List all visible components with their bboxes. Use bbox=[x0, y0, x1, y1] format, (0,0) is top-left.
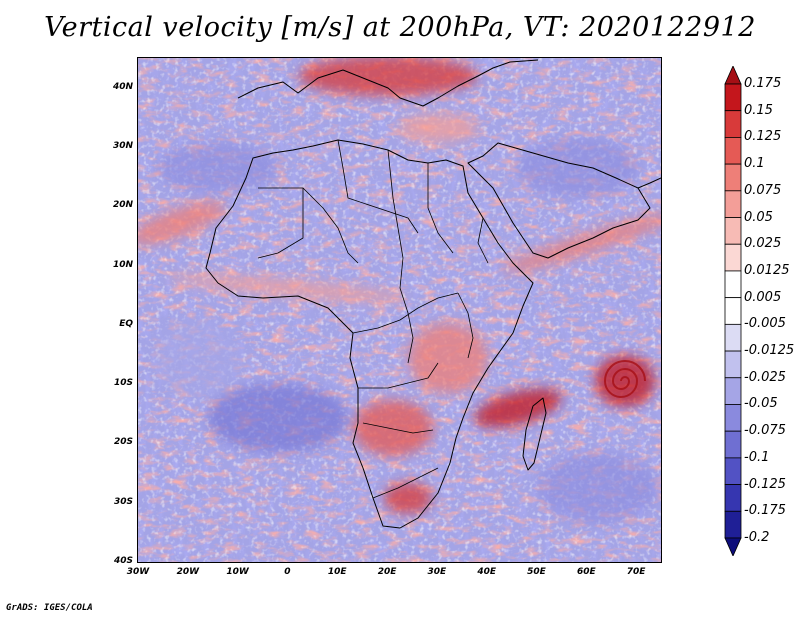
lon-tick-label: 20W bbox=[176, 567, 200, 577]
colorbar-level-label: 0.075 bbox=[744, 182, 782, 198]
colorbar-segment bbox=[724, 110, 742, 138]
colorbar-segment bbox=[724, 243, 742, 272]
lon-tick-label: 30E bbox=[427, 567, 447, 577]
map-panel bbox=[137, 57, 662, 563]
colorbar-segment bbox=[724, 430, 742, 459]
lon-tick-label: 10E bbox=[327, 567, 347, 577]
colorbar-level-label: -0.175 bbox=[744, 503, 786, 519]
colorbar-level-label: 0.15 bbox=[744, 102, 773, 118]
africa-coastline bbox=[205, 139, 534, 529]
colorbar-segment bbox=[724, 537, 742, 556]
colorbar-level-label: -0.0125 bbox=[744, 343, 795, 359]
colorbar-segment bbox=[724, 217, 742, 245]
colorbar-segment bbox=[724, 323, 742, 352]
madagascar-coastline bbox=[522, 397, 547, 471]
colorbar-level-label: -0.1 bbox=[744, 449, 770, 465]
lat-tick-label: 40N bbox=[112, 81, 133, 92]
colorbar-level-label: 0.1 bbox=[744, 156, 765, 172]
colorbar-segment bbox=[724, 457, 742, 485]
colorbar-level-label: -0.2 bbox=[744, 530, 770, 545]
lon-tick-label: 30W bbox=[126, 567, 150, 577]
colorbar-segment bbox=[724, 484, 742, 512]
colorbar-segment bbox=[724, 297, 742, 325]
coastlines-and-borders bbox=[205, 59, 661, 529]
lon-tick-label: 40E bbox=[477, 567, 496, 577]
lon-tick-label: 50E bbox=[527, 567, 546, 577]
lat-tick-label: 30S bbox=[113, 496, 133, 507]
india-coastline bbox=[637, 177, 661, 189]
colorbar-level-label: 0.0125 bbox=[744, 262, 790, 278]
colorbar-segment bbox=[724, 66, 742, 85]
lon-tick-label: 10W bbox=[226, 567, 249, 577]
strong-ascent-regions bbox=[138, 58, 661, 514]
colorbar-segment bbox=[724, 137, 742, 165]
credit-text: GrADS: IGES/COLA bbox=[6, 603, 93, 613]
colorbar-level-label: -0.125 bbox=[744, 476, 786, 492]
colorbar-level-label: 0.125 bbox=[744, 129, 782, 145]
lat-tick-label: 10N bbox=[112, 259, 133, 270]
lat-tick-label: 10S bbox=[113, 378, 133, 389]
lon-tick-label: 70E bbox=[626, 567, 646, 577]
lon-tick-label: 20E bbox=[377, 567, 397, 577]
lat-tick-label: EQ bbox=[119, 318, 133, 329]
colorbar-level-label: -0.025 bbox=[744, 369, 786, 385]
colorbar-level-label: 0.025 bbox=[744, 236, 782, 252]
colorbar-level-label: 0.05 bbox=[744, 209, 773, 225]
chart-title: Vertical velocity [m/s] at 200hPa, VT: 2… bbox=[44, 12, 756, 43]
lon-tick-label: 60E bbox=[576, 567, 596, 577]
colorbar-segment bbox=[724, 163, 742, 192]
country-borders bbox=[257, 139, 489, 499]
colorbar-segment bbox=[724, 350, 742, 379]
cyclone-swirl bbox=[603, 360, 646, 398]
colorbar-level-label: -0.05 bbox=[744, 396, 778, 412]
lat-tick-label: 20S bbox=[113, 437, 133, 448]
colorbar-level-label: 0.175 bbox=[744, 76, 782, 91]
lat-tick-label: 20N bbox=[112, 200, 133, 211]
colorbar-segment bbox=[724, 510, 742, 539]
colorbar bbox=[724, 66, 742, 556]
colorbar-segment bbox=[724, 270, 742, 299]
colorbar-level-label: -0.005 bbox=[744, 316, 786, 332]
colorbar-segment bbox=[724, 83, 742, 112]
colorbar-level-label: 0.005 bbox=[744, 289, 782, 305]
lon-tick-label: 0 bbox=[284, 567, 291, 577]
lat-tick-label: 30N bbox=[112, 140, 133, 151]
arabia-coastline bbox=[467, 142, 651, 259]
colorbar-level-label: -0.075 bbox=[744, 423, 786, 439]
lat-tick-label: 40S bbox=[113, 556, 133, 566]
colorbar-segment bbox=[724, 404, 742, 432]
europe-coastline bbox=[237, 59, 539, 107]
colorbar-segment bbox=[724, 190, 742, 218]
colorbar-segment bbox=[724, 377, 742, 405]
velocity-field-map bbox=[138, 58, 661, 562]
strong-subsidence-regions bbox=[153, 138, 658, 523]
